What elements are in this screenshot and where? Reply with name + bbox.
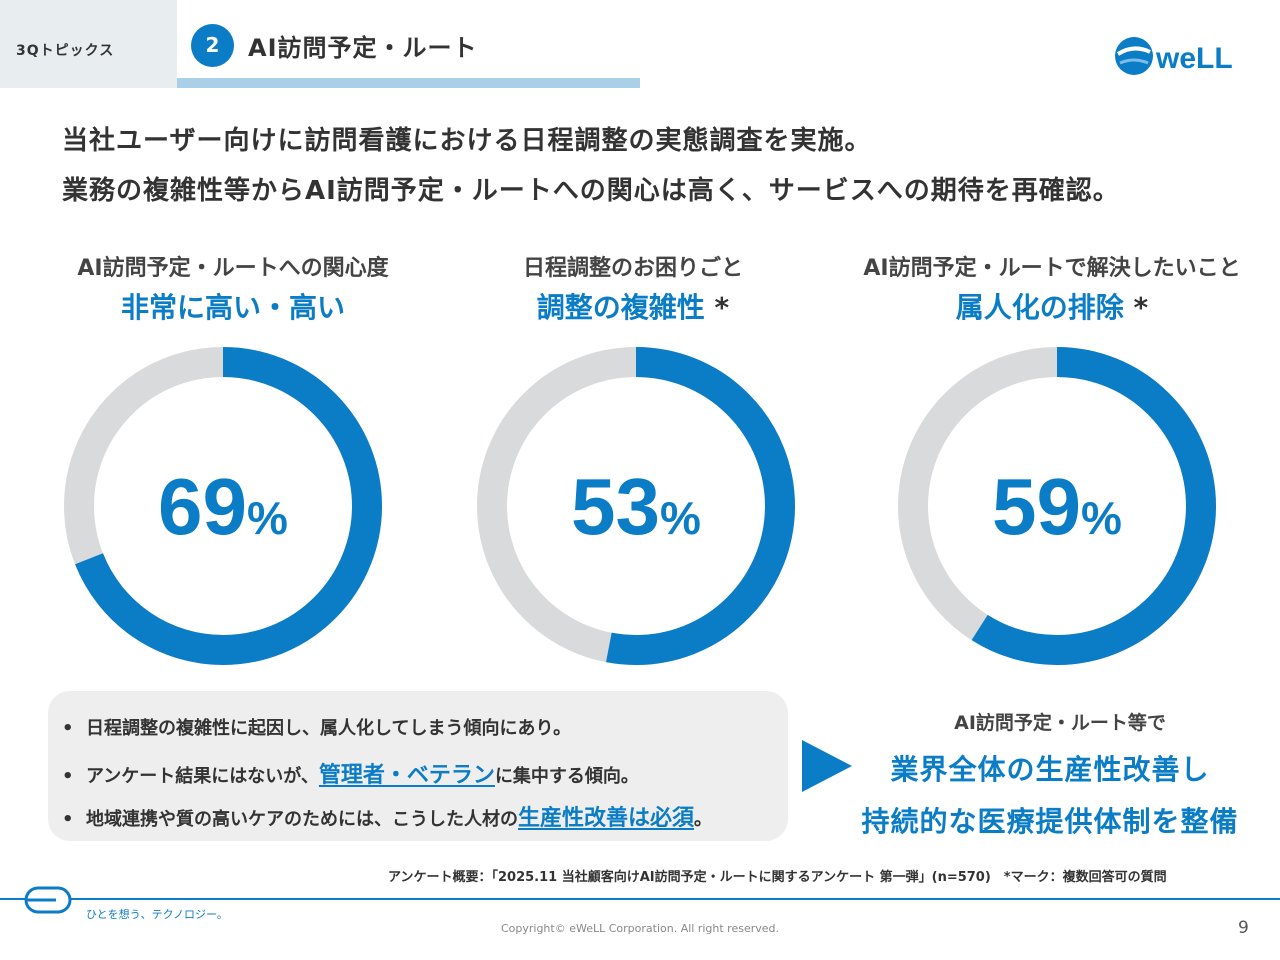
- donut-value-arc: [64, 347, 382, 665]
- chart-3-title-text: 属人化の排除: [955, 291, 1124, 324]
- right-arrow-icon: [802, 740, 852, 792]
- bullet-dot: •: [62, 809, 74, 830]
- topic-box: [0, 0, 177, 88]
- bullet-highlight: 管理者・ベテラン: [318, 763, 495, 788]
- header-divider: [177, 78, 640, 88]
- chart-2-subtitle: 日程調整のお困りごと: [522, 256, 743, 281]
- footer-tagline: ひとを想う、テクノロジー。: [86, 908, 228, 921]
- section-number-badge: 2: [191, 24, 234, 67]
- bullet-text: アンケート結果にはないが、: [86, 766, 319, 787]
- page-number: 9: [1238, 918, 1249, 938]
- chart-1-title: 非常に高い・高い: [13, 286, 453, 326]
- bullet-text-end: に集中する傾向。: [494, 766, 639, 787]
- donut-chart-1: 69%: [64, 347, 382, 665]
- bullet-dot: •: [62, 766, 74, 787]
- company-logo: weLL: [1115, 37, 1233, 75]
- section-title: AI訪問予定・ルート: [248, 34, 478, 62]
- summary-panel: [48, 691, 788, 841]
- chart-3-asterisk: *: [1133, 291, 1149, 324]
- summary-bullet-2: • アンケート結果にはないが、管理者・ベテランに集中する傾向。: [62, 757, 639, 789]
- bullet-text: 日程調整の複雑性に起因し、属人化してしまう傾向にあり。: [86, 718, 572, 739]
- donut-value-label: 53%: [571, 462, 701, 551]
- bullet-text-end: 。: [694, 809, 713, 830]
- summary-bullet-1: • 日程調整の複雑性に起因し、属人化してしまう傾向にあり。: [62, 714, 571, 740]
- bullet-dot: •: [62, 718, 74, 739]
- footer-copyright: Copyright© eWeLL Corporation. All right …: [500, 922, 780, 935]
- donut-chart-3: 59%: [898, 347, 1216, 665]
- chart-3-subtitle: AI訪問予定・ルートで解決したいこと: [863, 256, 1241, 281]
- survey-note: アンケート概要：「2025.11 当社顧客向けAI訪問予定・ルートに関するアンケ…: [388, 870, 1167, 885]
- donut-chart-2: 53%: [477, 347, 795, 665]
- logo-text: weLL: [1155, 42, 1233, 75]
- footer-e-mark-icon: [0, 886, 72, 914]
- summary-bullet-3: • 地域連携や質の高いケアのためには、こうした人材の生産性改善は必須。: [62, 800, 712, 832]
- conclusion-subtitle: AI訪問予定・ルート等で: [954, 712, 1166, 734]
- chart-3-title: 属人化の排除 *: [832, 286, 1272, 326]
- headline-line-1: 当社ユーザー向けに訪問看護における日程調整の実態調査を実施。: [62, 126, 872, 156]
- donut-value-arc: [477, 347, 795, 665]
- conclusion-line-1: 業界全体の生産性改善し: [890, 753, 1210, 786]
- bullet-text: 地域連携や質の高いケアのためには、こうした人材の: [86, 809, 518, 830]
- conclusion-line-2: 持続的な医療提供体制を整備: [861, 805, 1239, 838]
- donut-value-arc: [898, 347, 1216, 665]
- chart-2-title: 調整の複雑性 *: [413, 286, 853, 326]
- chart-1-title-text: 非常に高い・高い: [120, 291, 345, 324]
- donut-value-label: 69%: [158, 462, 288, 551]
- logo-globe-icon: [1115, 37, 1153, 75]
- chart-2-title-text: 調整の複雑性: [536, 291, 705, 324]
- chart-2-asterisk: *: [714, 291, 730, 324]
- footer-divider: [0, 898, 1280, 900]
- chart-1-subtitle: AI訪問予定・ルートへの関心度: [77, 256, 389, 281]
- bullet-highlight: 生産性改善は必須: [518, 806, 695, 831]
- topic-label: 3Qトピックス: [16, 43, 115, 59]
- donut-value-label: 59%: [992, 462, 1122, 551]
- headline-line-2: 業務の複雑性等からAI訪問予定・ルートへの関心は高く、サービスへの期待を再確認。: [62, 176, 1120, 206]
